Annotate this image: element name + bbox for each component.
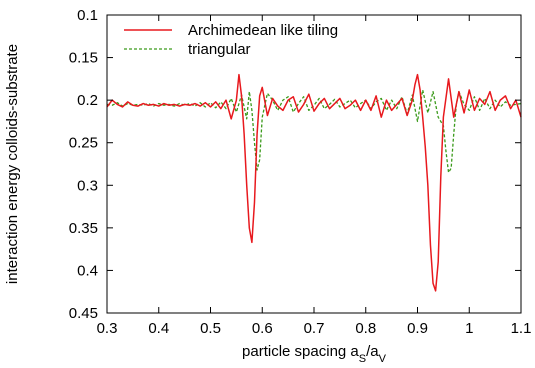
x-axis-label: particle spacing aS/aV — [242, 343, 387, 365]
x-tick-label: 0.8 — [355, 320, 376, 337]
x-axis-label-separator: /a — [366, 343, 379, 360]
y-tick-label: 0.25 — [69, 135, 98, 152]
y-tick-label: 0.15 — [69, 50, 98, 67]
legend: Archimedean like tiling triangular — [124, 22, 338, 58]
axis-tick-labels: 0.3 0.4 0.5 0.6 0.7 0.8 0.9 1 1.1 0.1 0.15 0.2 0.25 0… — [69, 7, 532, 337]
x-axis-label-sub-v: V — [379, 353, 387, 365]
y-tick-label: 0.3 — [77, 177, 98, 194]
y-tick-label: 0.4 — [77, 262, 98, 279]
y-tick-label: 0.2 — [77, 92, 98, 109]
series-line-archimedean — [106, 73, 522, 292]
y-tick-label: 0.1 — [77, 7, 98, 24]
x-tick-label: 0.9 — [407, 320, 428, 337]
plot-frame — [106, 14, 522, 314]
x-tick-label: 0.4 — [148, 320, 169, 337]
y-tick-label: 0.45 — [69, 305, 98, 322]
x-tick-label: 1.1 — [511, 320, 532, 337]
x-tick-label: 0.7 — [304, 320, 325, 337]
y-axis-label: interaction energy colloids-substrate — [4, 44, 21, 284]
x-tick-label: 0.5 — [200, 320, 221, 337]
x-tick-label: 0.6 — [252, 320, 273, 337]
y-tick-label: 0.35 — [69, 220, 98, 237]
x-axis-label-main: particle spacing a — [242, 343, 359, 360]
x-tick-label: 0.3 — [97, 320, 118, 337]
x-tick-label: 1 — [465, 320, 473, 337]
legend-label-archimedean: Archimedean like tiling — [188, 22, 338, 39]
series-line-triangular — [106, 89, 522, 174]
legend-label-triangular: triangular — [188, 41, 251, 58]
x-axis-label-sub-s: S — [359, 353, 366, 365]
plot-lines — [106, 73, 522, 292]
axis-ticks — [106, 14, 522, 314]
